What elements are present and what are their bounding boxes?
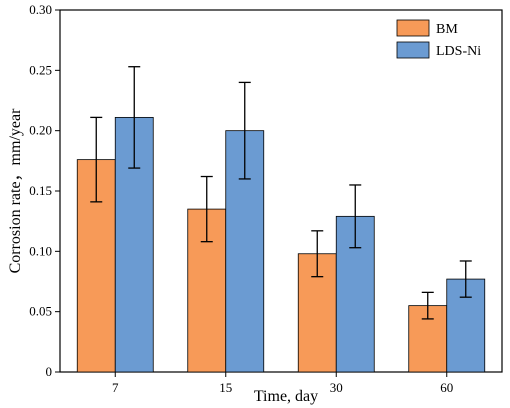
x-tick-label: 15 bbox=[219, 380, 232, 395]
legend-label-lds-ni: LDS-Ni bbox=[436, 44, 481, 59]
legend-label-bm: BM bbox=[436, 22, 458, 37]
error-bar-lds-ni-7 bbox=[128, 66, 141, 169]
x-axis-title: Time, day bbox=[254, 388, 318, 405]
x-tick-label: 60 bbox=[440, 380, 453, 395]
y-tick-label: 0.10 bbox=[29, 243, 52, 258]
y-axis: 0 0.05 0.10 0.15 0.20 0.25 0.30 bbox=[29, 2, 60, 379]
error-bar-lds-ni-30 bbox=[349, 184, 362, 249]
legend-swatch-lds-ni bbox=[396, 41, 430, 59]
error-bar-bm-15 bbox=[200, 175, 213, 243]
error-bar-bm-60 bbox=[421, 291, 434, 320]
error-bar-bm-30 bbox=[311, 230, 324, 278]
error-bar-lds-ni-60 bbox=[459, 260, 472, 298]
y-tick-label: 0.15 bbox=[29, 183, 52, 198]
bars bbox=[76, 66, 486, 373]
y-tick-label: 0 bbox=[46, 364, 53, 379]
x-tick-label: 7 bbox=[112, 380, 119, 395]
y-tick-label: 0.05 bbox=[29, 304, 52, 319]
y-tick-label: 0.20 bbox=[29, 123, 52, 138]
legend: BM LDS-Ni bbox=[396, 19, 481, 59]
y-tick-label: 0.30 bbox=[29, 2, 52, 17]
y-axis-title: Corrosion rate，mm/year bbox=[7, 108, 24, 274]
y-tick-label: 0.25 bbox=[29, 62, 52, 77]
legend-swatch-bm bbox=[396, 19, 430, 37]
error-bar-lds-ni-15 bbox=[238, 81, 251, 180]
x-tick-label: 30 bbox=[330, 380, 343, 395]
x-axis: 7 15 30 60 bbox=[112, 372, 453, 395]
error-bar-bm-7 bbox=[90, 116, 103, 203]
